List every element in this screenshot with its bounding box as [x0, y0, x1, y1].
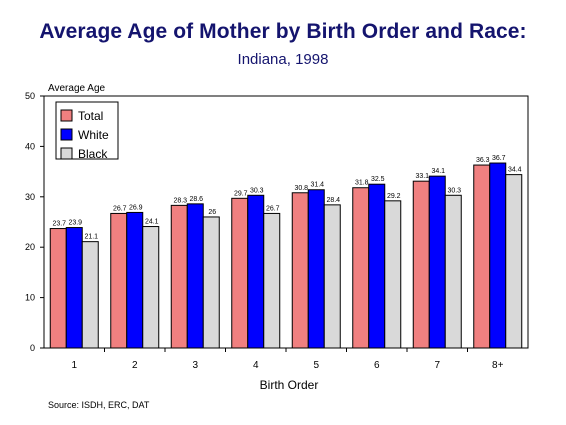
x-tick-label: 7 [434, 360, 440, 371]
bar-black [142, 226, 160, 349]
data-label-black: 21.1 [84, 234, 98, 241]
bar-black [444, 194, 462, 349]
data-label-white: 26.9 [129, 204, 143, 211]
y-tick-label: 0 [30, 343, 35, 353]
data-label-black: 24.1 [145, 219, 159, 226]
chart-subtitle: Indiana, 1998 [237, 51, 329, 68]
bar-white [247, 194, 265, 349]
bar-white [65, 227, 83, 349]
data-label-black: 26.7 [266, 205, 280, 212]
legend-label-white: White [78, 128, 109, 142]
data-label-black: 26 [208, 209, 216, 216]
bar-white [126, 211, 144, 349]
legend-swatch-black [60, 147, 73, 160]
data-label-white: 30.3 [250, 187, 264, 194]
x-tick-label: 4 [253, 360, 259, 371]
bar-white [428, 175, 446, 349]
y-tick-label: 20 [25, 242, 35, 252]
x-tick-label: 3 [192, 360, 198, 371]
bar-total [170, 204, 188, 349]
legend-swatch-total [60, 109, 73, 122]
y-tick-label: 50 [25, 91, 35, 101]
data-label-black: 30.3 [447, 187, 461, 194]
x-tick-label: 5 [313, 360, 319, 371]
x-tick-label: 8+ [492, 360, 504, 371]
data-label-white: 36.7 [492, 155, 506, 162]
data-label-total: 30.8 [294, 185, 308, 192]
bar-total [231, 197, 249, 349]
bar-total [473, 164, 491, 349]
data-label-total: 23.7 [52, 221, 66, 228]
data-label-total: 31.8 [355, 180, 369, 187]
data-label-black: 28.4 [326, 197, 340, 204]
bar-black [202, 216, 220, 349]
data-label-white: 23.9 [68, 220, 82, 227]
y-tick-label: 10 [25, 293, 35, 303]
data-label-white: 34.1 [431, 168, 445, 175]
y-axis-label: Average Age [48, 83, 106, 94]
x-tick-label: 1 [71, 360, 77, 371]
data-label-white: 32.5 [371, 176, 385, 183]
data-label-black: 34.4 [508, 167, 522, 174]
bar-white [368, 183, 386, 349]
y-tick-label: 40 [25, 141, 35, 151]
legend-swatch-white [60, 128, 73, 141]
data-label-total: 26.7 [113, 205, 127, 212]
x-tick-label: 6 [374, 360, 380, 371]
source-note: Source: ISDH, ERC, DAT [48, 400, 150, 410]
data-label-white: 28.6 [189, 196, 203, 203]
bar-total [352, 187, 370, 349]
data-label-black: 29.2 [387, 193, 401, 200]
chart-title: Average Age of Mother by Birth Order and… [39, 20, 527, 43]
bar-white [489, 162, 507, 349]
bar-white [307, 189, 325, 349]
bar-total [412, 180, 430, 349]
x-axis-label: Birth Order [260, 378, 319, 392]
bar-black [384, 200, 402, 349]
data-label-total: 28.3 [173, 197, 187, 204]
bar-total [110, 212, 128, 349]
data-label-total: 29.7 [234, 190, 248, 197]
legend-label-black: Black [78, 147, 108, 161]
x-tick-label: 2 [132, 360, 138, 371]
bar-total [291, 192, 309, 349]
bar-black [81, 241, 99, 349]
legend-label-total: Total [78, 109, 103, 123]
y-tick-label: 30 [25, 192, 35, 202]
bar-white [186, 203, 204, 349]
bar-total [49, 228, 67, 349]
data-label-total: 36.3 [476, 157, 490, 164]
data-label-white: 31.4 [310, 182, 324, 189]
bar-black [505, 174, 523, 349]
bar-black [263, 212, 281, 349]
bar-black [323, 204, 341, 349]
data-label-total: 33.1 [415, 173, 429, 180]
